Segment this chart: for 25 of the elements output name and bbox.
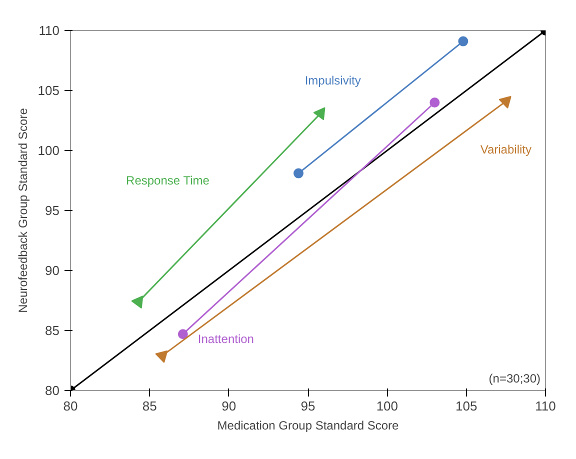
y-tick-label: 85 [45,323,60,338]
series-label: Variability [480,142,532,156]
y-tick-label: 110 [38,23,60,38]
y-tick-label: 100 [38,143,60,158]
point [178,329,188,340]
y-tick-label: 80 [45,383,60,398]
point [294,168,304,178]
x-tick-label: 85 [142,398,157,414]
x-tick-label: 95 [300,398,316,414]
x-tick-label: 105 [455,398,478,414]
y-axis-title: Neurofeedback Group Standard Score [16,108,30,313]
x-axis-title: Medication Group Standard Score [217,418,400,432]
point [458,36,468,46]
text: Impulsivity [304,73,361,88]
y-tick-label: 90 [45,263,60,278]
annotation: (n=30;30) [488,372,541,386]
point [430,98,440,108]
y-tick-label: 105 [38,83,60,98]
text: Response Time [126,174,210,188]
x-tick-label: 110 [535,398,556,414]
x-tick-label: 100 [376,398,398,414]
y-tick-label: 95 [45,203,60,218]
x-tick-label: 80 [63,398,78,414]
x-tick-label: 90 [222,398,236,414]
series-label: Inattention [198,332,254,346]
